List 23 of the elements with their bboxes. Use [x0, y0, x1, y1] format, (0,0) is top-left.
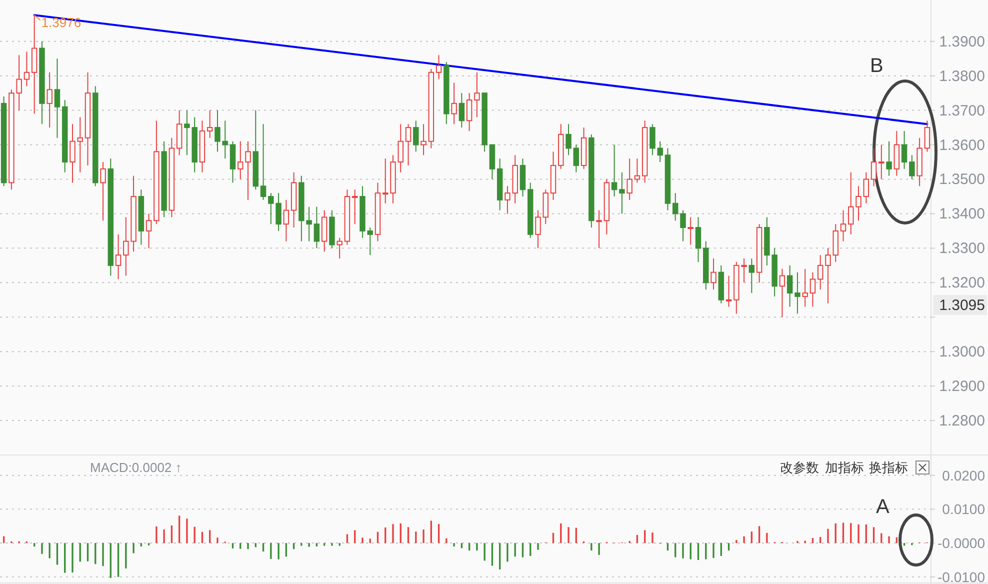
annotation: A	[876, 496, 890, 518]
annotation: 加指标	[825, 460, 864, 475]
y-tick-label: -0.0100	[938, 568, 986, 584]
y-tick-label: 1.3400	[939, 206, 985, 223]
y-tick-label: 0.0200	[942, 467, 986, 484]
y-tick-label: 0.0100	[942, 501, 986, 518]
y-tick-label: 1.2900	[939, 378, 985, 396]
y-tick-label: 1.3300	[939, 240, 985, 258]
y-tick-label: 1.3200	[939, 274, 985, 292]
y-tick-label: 1.3500	[939, 171, 985, 188]
annotation: B	[870, 55, 884, 77]
annotation: MACD:0.0002 ↑	[90, 460, 182, 475]
y-tick-label: 1.3800	[939, 68, 985, 85]
annotation: 1.3976	[41, 15, 82, 30]
y-tick-label: 1.2800	[939, 412, 985, 430]
y-tick-label: 1.3700	[939, 102, 985, 120]
y-tick-label: 1.3600	[939, 136, 985, 154]
annotation: 换指标	[869, 460, 908, 475]
annotation: 改参数	[780, 460, 819, 475]
y-tick-label: -0.0000	[938, 535, 986, 552]
y-tick-label: 1.3900	[939, 33, 985, 50]
text: 1.3095	[939, 297, 985, 314]
y-tick-label: 1.3000	[939, 344, 985, 361]
